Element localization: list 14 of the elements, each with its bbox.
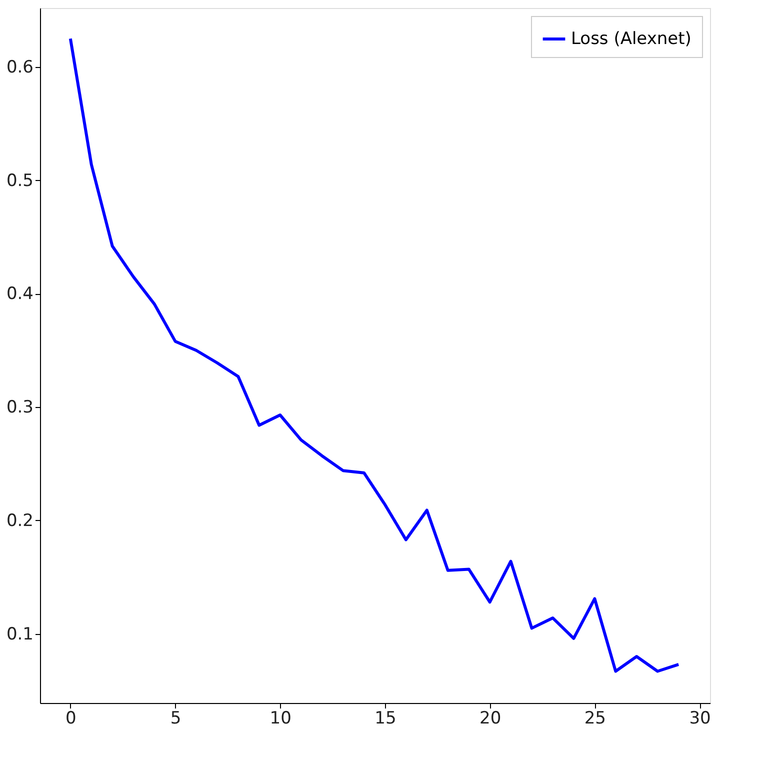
x-tick-label: 20: [479, 708, 502, 728]
x-tick-label: 15: [374, 708, 396, 728]
x-tick-label: 0: [65, 708, 76, 728]
y-tick-label: 0.2: [6, 510, 34, 531]
y-tick-label: 0.6: [6, 57, 34, 78]
y-tick-label: 0.5: [6, 170, 34, 191]
x-tick-label: 10: [270, 708, 292, 728]
y-tick-label: 0.1: [6, 624, 34, 644]
legend-label: Loss (Alexnet): [571, 29, 692, 49]
y-tick-label: 0.3: [6, 398, 34, 418]
x-tick-label: 30: [689, 708, 711, 728]
x-tick-label: 5: [170, 708, 182, 728]
x-tick-label: 25: [584, 708, 606, 728]
y-tick-label: 0.4: [6, 284, 34, 304]
